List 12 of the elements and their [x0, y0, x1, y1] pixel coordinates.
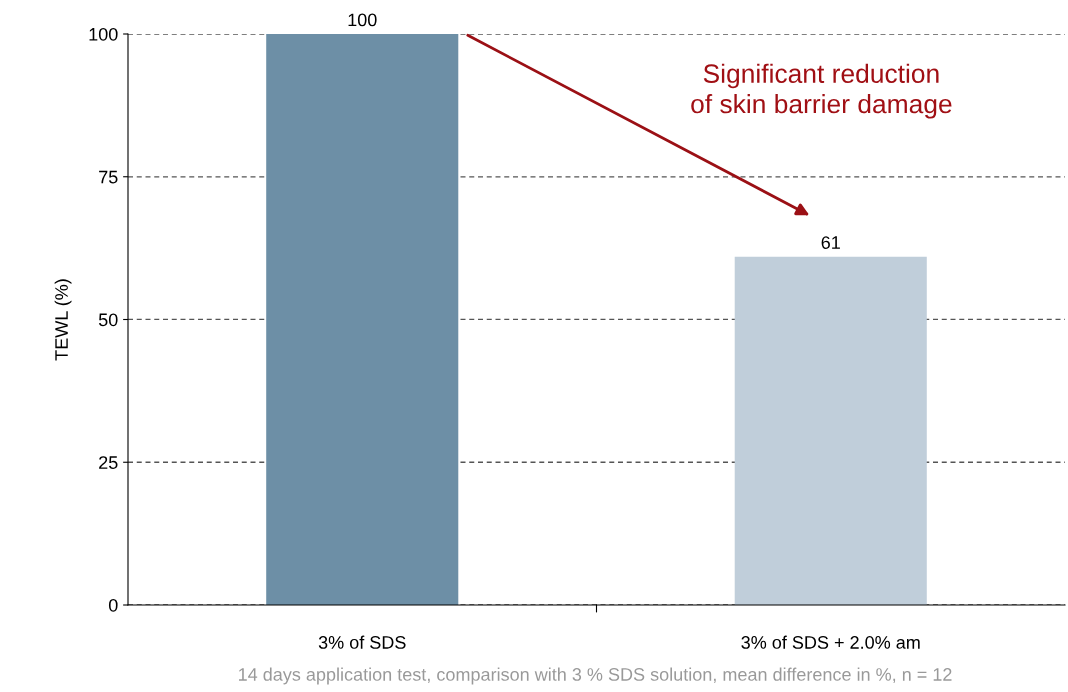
y-tick-label: 0 [108, 598, 118, 612]
x-tick-label: 3% of SDS + 2.0% am [741, 635, 920, 649]
y-tick-label: 75 [99, 170, 118, 184]
text: 14 days application test, comparison with 3 % SDS solution, mean difference in %, n = 12 [239, 667, 952, 685]
x-tick-label: 3% of SDS [318, 635, 406, 649]
y-tick-label: 25 [99, 456, 118, 469]
annotation: Significant reduction of skin barrier damage [691, 63, 952, 119]
data-label: 61 [821, 236, 840, 249]
y-axis-title: TEWL (%) [54, 279, 72, 361]
data-label: 100 [348, 13, 377, 27]
y-tick-label: 100 [89, 27, 118, 41]
y-tick-label: 50 [98, 313, 118, 327]
